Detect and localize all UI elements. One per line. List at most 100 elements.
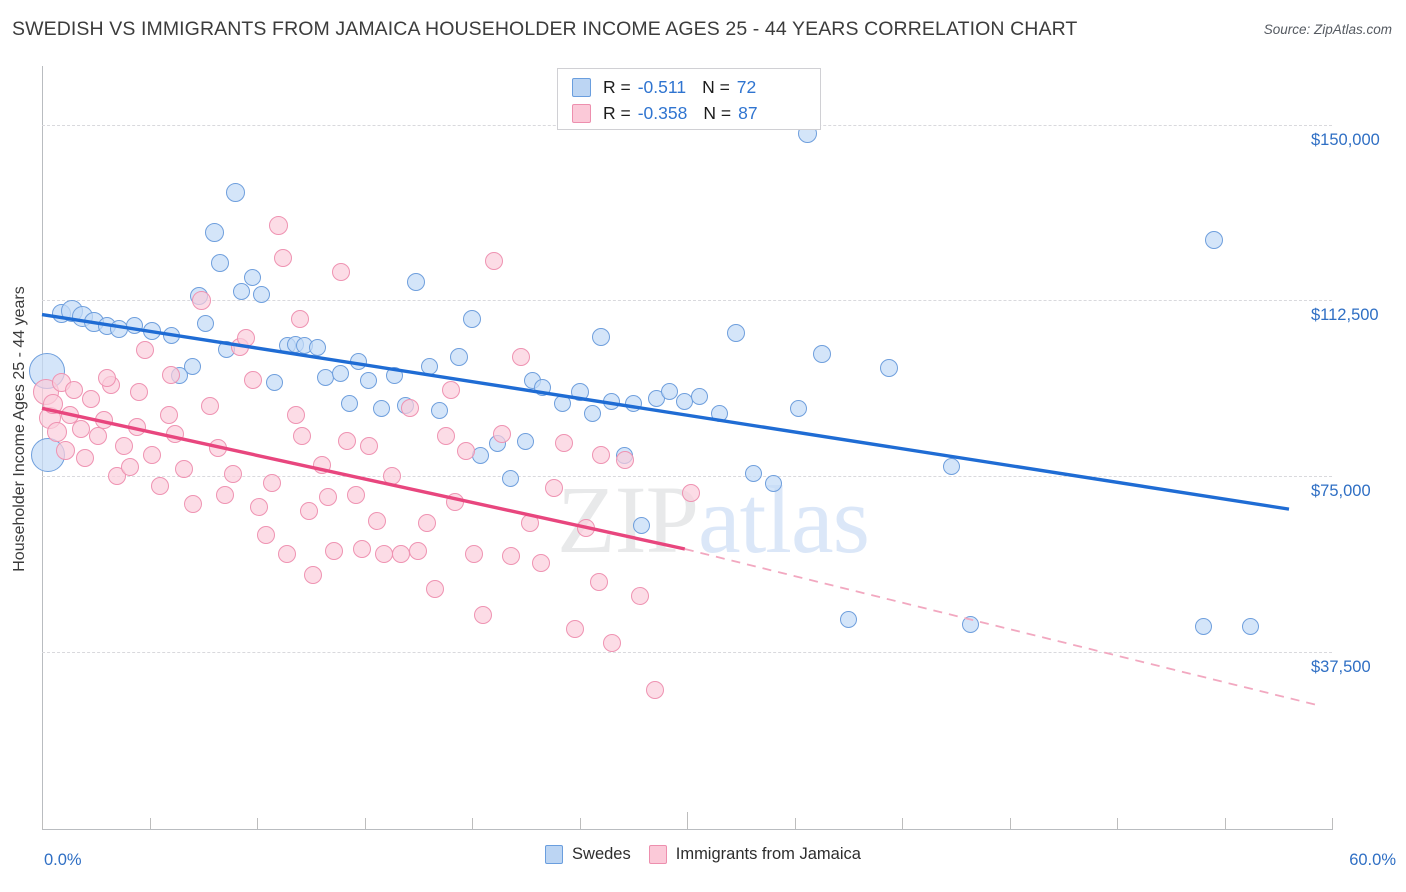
data-point[interactable] xyxy=(88,427,107,446)
data-point[interactable] xyxy=(256,525,275,544)
data-point[interactable] xyxy=(420,357,438,375)
legend-entry-swedes[interactable]: Swedes xyxy=(545,845,631,864)
data-point[interactable] xyxy=(630,586,649,605)
data-point[interactable] xyxy=(407,272,426,291)
data-point[interactable] xyxy=(325,542,344,561)
data-point[interactable] xyxy=(353,539,372,558)
data-point[interactable] xyxy=(473,605,492,624)
data-point[interactable] xyxy=(293,427,312,446)
data-point[interactable] xyxy=(441,380,460,399)
data-point[interactable] xyxy=(383,467,402,486)
data-point[interactable] xyxy=(531,554,550,573)
data-point[interactable] xyxy=(318,488,337,507)
data-point[interactable] xyxy=(331,263,350,282)
data-point[interactable] xyxy=(431,402,449,420)
data-point[interactable] xyxy=(273,249,292,268)
data-point[interactable] xyxy=(196,315,214,333)
data-point[interactable] xyxy=(1241,617,1259,635)
data-point[interactable] xyxy=(465,544,484,563)
data-point[interactable] xyxy=(338,432,357,451)
data-point[interactable] xyxy=(308,338,326,356)
data-point[interactable] xyxy=(570,382,589,401)
data-point[interactable] xyxy=(129,382,148,401)
data-point[interactable] xyxy=(233,282,251,300)
data-point[interactable] xyxy=(521,514,540,533)
data-point[interactable] xyxy=(592,327,610,346)
data-point[interactable] xyxy=(47,421,68,442)
data-point[interactable] xyxy=(76,448,94,467)
data-point[interactable] xyxy=(127,418,146,437)
data-point[interactable] xyxy=(501,547,520,566)
data-point[interactable] xyxy=(555,434,574,453)
data-point[interactable] xyxy=(472,446,490,464)
data-point[interactable] xyxy=(224,464,243,483)
data-point[interactable] xyxy=(162,327,180,345)
data-point[interactable] xyxy=(1194,617,1212,635)
data-point[interactable] xyxy=(615,450,634,469)
data-point[interactable] xyxy=(265,374,283,392)
data-point[interactable] xyxy=(215,486,234,505)
data-point[interactable] xyxy=(517,432,535,450)
data-point[interactable] xyxy=(184,357,201,375)
data-point[interactable] xyxy=(463,310,481,329)
data-point[interactable] xyxy=(880,359,899,378)
data-point[interactable] xyxy=(589,572,608,591)
data-point[interactable] xyxy=(82,389,101,408)
data-point[interactable] xyxy=(56,441,76,461)
data-point[interactable] xyxy=(243,371,262,390)
data-point[interactable] xyxy=(502,470,520,488)
data-point[interactable] xyxy=(445,493,464,512)
data-point[interactable] xyxy=(166,425,185,444)
data-point[interactable] xyxy=(603,392,621,410)
data-point[interactable] xyxy=(400,399,419,418)
data-point[interactable] xyxy=(727,324,746,343)
data-point[interactable] xyxy=(136,340,155,359)
data-point[interactable] xyxy=(368,511,387,530)
data-point[interactable] xyxy=(244,268,262,286)
data-point[interactable] xyxy=(97,368,116,387)
data-point[interactable] xyxy=(65,380,84,399)
data-point[interactable] xyxy=(839,610,857,628)
data-point[interactable] xyxy=(576,518,595,537)
data-point[interactable] xyxy=(592,446,610,465)
data-point[interactable] xyxy=(263,474,282,493)
data-point[interactable] xyxy=(456,441,475,460)
data-point[interactable] xyxy=(373,399,391,417)
data-point[interactable] xyxy=(493,425,512,444)
data-point[interactable] xyxy=(151,476,170,495)
data-point[interactable] xyxy=(286,406,305,425)
data-point[interactable] xyxy=(211,253,230,272)
data-point[interactable] xyxy=(269,215,288,235)
data-point[interactable] xyxy=(437,427,456,446)
data-point[interactable] xyxy=(645,680,664,699)
data-point[interactable] xyxy=(962,615,980,633)
data-point[interactable] xyxy=(142,321,161,340)
data-point[interactable] xyxy=(484,251,503,270)
data-point[interactable] xyxy=(114,436,133,455)
data-point[interactable] xyxy=(374,544,393,563)
data-point[interactable] xyxy=(42,393,63,414)
data-point[interactable] xyxy=(409,542,428,561)
data-point[interactable] xyxy=(291,310,309,329)
data-point[interactable] xyxy=(250,497,269,516)
data-point[interactable] xyxy=(346,486,365,505)
data-point[interactable] xyxy=(204,222,224,242)
data-point[interactable] xyxy=(237,328,256,347)
data-point[interactable] xyxy=(682,483,701,502)
data-point[interactable] xyxy=(95,411,114,430)
data-point[interactable] xyxy=(159,406,178,425)
data-point[interactable] xyxy=(303,565,322,584)
data-point[interactable] xyxy=(142,446,161,465)
data-point[interactable] xyxy=(183,495,202,514)
data-point[interactable] xyxy=(426,579,445,598)
data-point[interactable] xyxy=(359,436,378,455)
data-point[interactable] xyxy=(544,479,563,498)
data-point[interactable] xyxy=(624,395,642,413)
data-point[interactable] xyxy=(745,465,763,483)
data-point[interactable] xyxy=(332,364,350,382)
data-point[interactable] xyxy=(764,474,782,492)
data-point[interactable] xyxy=(450,347,469,366)
data-point[interactable] xyxy=(942,458,960,476)
data-point[interactable] xyxy=(392,544,411,563)
data-point[interactable] xyxy=(121,457,140,476)
